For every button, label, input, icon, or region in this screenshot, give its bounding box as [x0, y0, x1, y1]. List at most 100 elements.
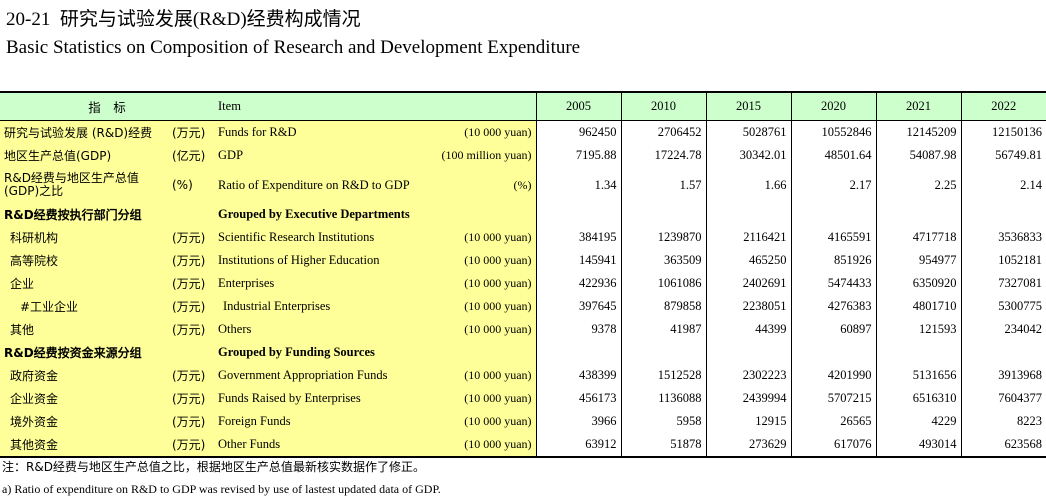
- row-label-cn: R&D经费按资金来源分组: [0, 341, 168, 364]
- row-unit-cn: (万元): [168, 226, 215, 249]
- value-cell: 4717718: [875, 226, 962, 249]
- value-cell: 456173: [535, 387, 622, 410]
- table-row: 高等院校 (万元) Institutions of Higher Education…: [0, 249, 1046, 272]
- value-cell: [960, 203, 1046, 226]
- header-year-2022: 2022: [960, 91, 1046, 121]
- row-label-en: Industrial Enterprises: [214, 295, 429, 318]
- row-unit-en: (100 million yuan): [428, 144, 537, 167]
- value-cell: 30342.01: [705, 144, 792, 167]
- row-label-en: Funds for R&D: [214, 120, 429, 144]
- row-label-en: Others: [214, 318, 429, 341]
- value-cell: 5028761: [705, 120, 792, 144]
- row-label-cn: 其他资金: [0, 433, 168, 458]
- footnote-cn: 注：R&D经费与地区生产总值之比，根据地区生产总值最新核实数据作了修正。: [2, 460, 425, 474]
- value-cell: 879858: [620, 295, 707, 318]
- row-unit-cn: (万元): [168, 318, 215, 341]
- row-label-cn: 研究与试验发展 (R&D)经费: [0, 120, 168, 144]
- value-cell: [620, 203, 707, 226]
- row-unit-cn: [168, 341, 215, 364]
- value-cell: 2439994: [705, 387, 792, 410]
- value-cell: 954977: [875, 249, 962, 272]
- value-cell: 2706452: [620, 120, 707, 144]
- value-cell: 60897: [790, 318, 877, 341]
- row-unit-cn: (万元): [168, 120, 215, 144]
- row-label-en: Enterprises: [214, 272, 429, 295]
- value-cell: 17224.78: [620, 144, 707, 167]
- value-cell: 4201990: [790, 364, 877, 387]
- value-cell: 1.57: [620, 167, 707, 203]
- row-label-en: Scientific Research Institutions: [214, 226, 429, 249]
- table-row: 其他 (万元) Others (10 000 yuan) 9378 41987 44399 6…: [0, 318, 1046, 341]
- table-row: 科研机构 (万元) Scientific Research Institutions…: [0, 226, 1046, 249]
- row-unit-cn: (万元): [168, 249, 215, 272]
- value-cell: 4276383: [790, 295, 877, 318]
- value-cell: 7327081: [960, 272, 1046, 295]
- value-cell: 8223: [960, 410, 1046, 433]
- value-cell: 623568: [960, 433, 1046, 458]
- value-cell: [790, 203, 877, 226]
- value-cell: 384195: [535, 226, 622, 249]
- value-cell: 2238051: [705, 295, 792, 318]
- row-unit-cn: (万元): [168, 272, 215, 295]
- value-cell: 1.34: [535, 167, 622, 203]
- header-indicator: 指 标: [0, 91, 215, 121]
- value-cell: 54087.98: [875, 144, 962, 167]
- value-cell: 2402691: [705, 272, 792, 295]
- table-row: 研究与试验发展 (R&D)经费 (万元) Funds for R&D (10 000 …: [0, 120, 1046, 144]
- value-cell: 493014: [875, 433, 962, 458]
- row-label-cn: 企业: [0, 272, 168, 295]
- row-label-cn: 其他: [0, 318, 168, 341]
- row-unit-en: [428, 203, 537, 226]
- header-year-2005: 2005: [535, 91, 622, 121]
- value-cell: 6350920: [875, 272, 962, 295]
- value-cell: 2302223: [705, 364, 792, 387]
- row-label-cn: 地区生产总值(GDP): [0, 144, 168, 167]
- table-row: R&D经费按执行部门分组 Grouped by Executive Departm…: [0, 203, 1046, 226]
- row-label-cn: 高等院校: [0, 249, 168, 272]
- value-cell: [960, 341, 1046, 364]
- row-unit-en: (10 000 yuan): [428, 410, 537, 433]
- value-cell: 4801710: [875, 295, 962, 318]
- row-unit-cn: (万元): [168, 387, 215, 410]
- row-label-en: GDP: [214, 144, 429, 167]
- value-cell: 44399: [705, 318, 792, 341]
- value-cell: 397645: [535, 295, 622, 318]
- value-cell: 5300775: [960, 295, 1046, 318]
- value-cell: 56749.81: [960, 144, 1046, 167]
- value-cell: 1239870: [620, 226, 707, 249]
- value-cell: 4165591: [790, 226, 877, 249]
- value-cell: 48501.64: [790, 144, 877, 167]
- row-unit-en: (10 000 yuan): [428, 433, 537, 458]
- value-cell: 962450: [535, 120, 622, 144]
- header-year-2015: 2015: [705, 91, 792, 121]
- row-unit-en: (10 000 yuan): [428, 272, 537, 295]
- row-label-cn: 科研机构: [0, 226, 168, 249]
- value-cell: 63912: [535, 433, 622, 458]
- row-label-cn: 境外资金: [0, 410, 168, 433]
- table-number: 20-21: [6, 9, 51, 30]
- value-cell: 12145209: [875, 120, 962, 144]
- row-unit-en: [428, 341, 537, 364]
- row-label-cn: 政府资金: [0, 364, 168, 387]
- row-unit-en: (10 000 yuan): [428, 364, 537, 387]
- value-cell: 234042: [960, 318, 1046, 341]
- value-cell: 2.17: [790, 167, 877, 203]
- table-row: R&D经费按资金来源分组 Grouped by Funding Sources: [0, 341, 1046, 364]
- value-cell: [535, 203, 622, 226]
- value-cell: 5707215: [790, 387, 877, 410]
- row-unit-en: (10 000 yuan): [428, 387, 537, 410]
- row-unit-en: (10 000 yuan): [428, 295, 537, 318]
- value-cell: 3913968: [960, 364, 1046, 387]
- row-unit-en: (10 000 yuan): [428, 249, 537, 272]
- row-unit-cn: (万元): [168, 364, 215, 387]
- table-row: #工业企业 (万元) Industrial Enterprises (10 000 y…: [0, 295, 1046, 318]
- row-unit-cn: (万元): [168, 410, 215, 433]
- header-year-2021: 2021: [875, 91, 962, 121]
- value-cell: 5958: [620, 410, 707, 433]
- value-cell: 363509: [620, 249, 707, 272]
- value-cell: 1136088: [620, 387, 707, 410]
- value-cell: 3966: [535, 410, 622, 433]
- table-row: 地区生产总值(GDP) (亿元) GDP (100 million yuan) 7195…: [0, 144, 1046, 167]
- value-cell: 273629: [705, 433, 792, 458]
- row-label-cn: #工业企业: [0, 295, 168, 318]
